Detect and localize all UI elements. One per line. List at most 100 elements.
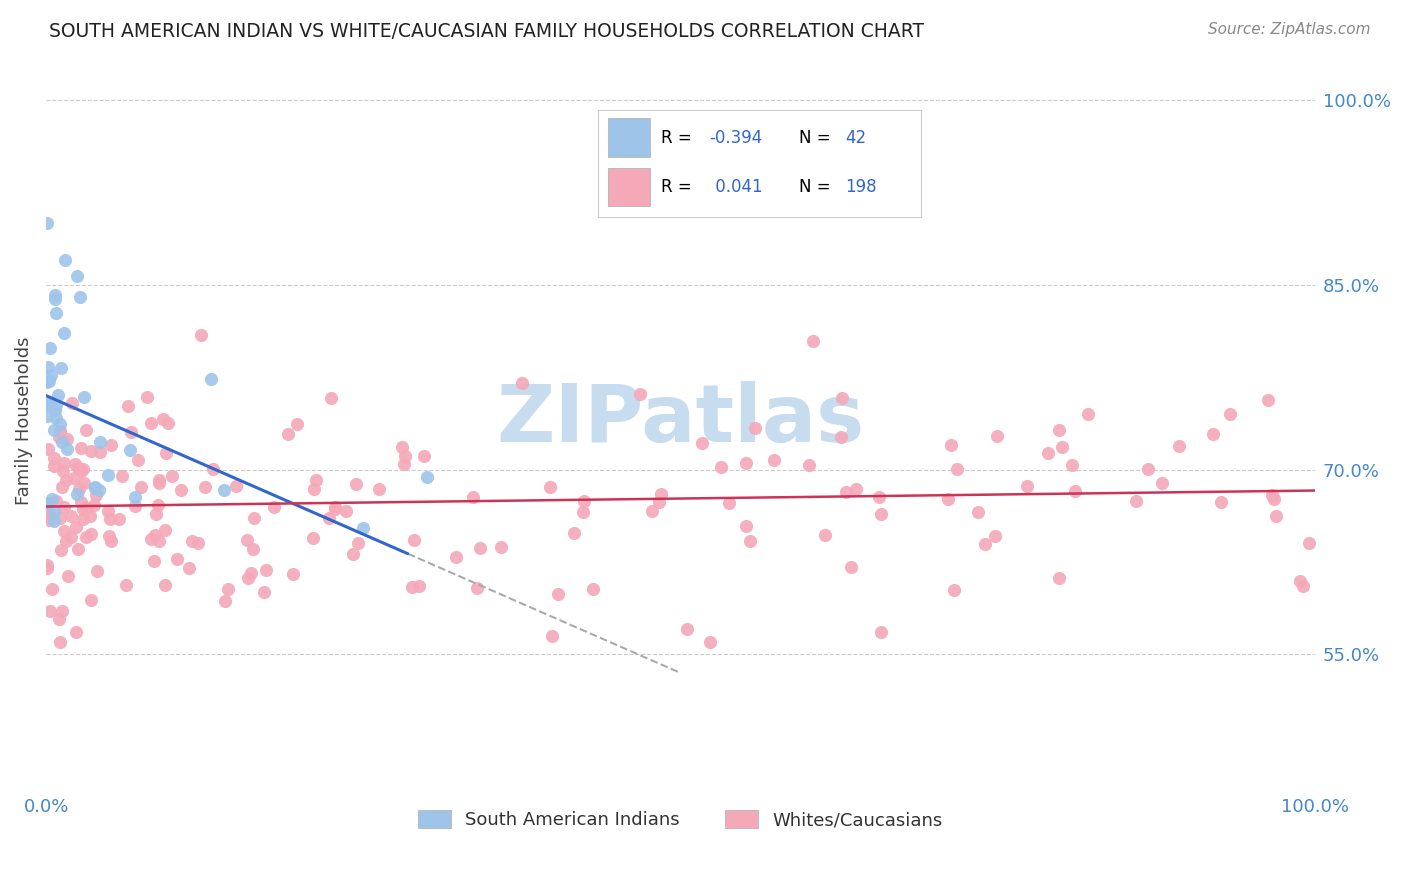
Point — [239, 566, 262, 580]
Point — [70, 495, 93, 509]
Text: ZIPatlas: ZIPatlas — [496, 381, 865, 459]
Point — [943, 583, 966, 598]
Point — [444, 550, 467, 565]
Point — [1060, 458, 1083, 472]
Point — [344, 476, 367, 491]
Point — [72, 462, 94, 476]
Point — [80, 443, 103, 458]
Point — [38, 507, 60, 521]
Point — [52, 464, 75, 478]
Point — [139, 416, 162, 430]
Point — [148, 533, 170, 548]
Point — [1261, 487, 1284, 501]
Point — [146, 498, 169, 512]
Point — [830, 430, 852, 444]
Point — [60, 396, 83, 410]
Point — [69, 464, 91, 478]
Point — [72, 512, 94, 526]
Point — [37, 508, 59, 522]
Point — [412, 449, 434, 463]
Point — [75, 500, 97, 515]
Point — [710, 460, 733, 475]
Point — [129, 480, 152, 494]
Point — [44, 288, 66, 302]
Point — [65, 519, 87, 533]
Point — [342, 547, 364, 561]
Point — [814, 528, 837, 542]
Y-axis label: Family Households: Family Households — [15, 336, 32, 505]
Point — [49, 635, 72, 649]
Point — [641, 504, 664, 518]
Point — [37, 558, 59, 573]
Point — [79, 593, 101, 607]
Point — [187, 536, 209, 550]
Point — [1017, 479, 1039, 493]
Point — [45, 411, 67, 425]
Point — [124, 490, 146, 504]
Point — [281, 567, 304, 582]
Point — [1202, 427, 1225, 442]
Point — [35, 375, 58, 389]
Point — [67, 461, 90, 475]
Point — [44, 403, 66, 417]
Point — [55, 474, 77, 488]
Point — [124, 499, 146, 513]
Point — [52, 326, 75, 340]
Point — [38, 374, 60, 388]
Point — [194, 479, 217, 493]
Point — [936, 492, 959, 507]
Point — [66, 541, 89, 556]
Point — [335, 504, 357, 518]
Point — [148, 473, 170, 487]
Point — [1150, 476, 1173, 491]
Point — [89, 483, 111, 497]
Point — [302, 531, 325, 545]
Point — [100, 438, 122, 452]
Point — [39, 496, 62, 510]
Point — [986, 429, 1008, 443]
Point — [44, 505, 66, 519]
Point — [41, 510, 63, 524]
Point — [1125, 493, 1147, 508]
Point — [155, 445, 177, 459]
Point — [799, 458, 821, 472]
Point — [86, 564, 108, 578]
Point — [49, 361, 72, 376]
Point — [346, 536, 368, 550]
Point — [145, 507, 167, 521]
Point — [277, 427, 299, 442]
Point — [538, 480, 561, 494]
Point — [465, 581, 488, 595]
Point — [235, 533, 257, 547]
Point — [1209, 495, 1232, 509]
Point — [160, 468, 183, 483]
Point — [98, 512, 121, 526]
Point — [49, 543, 72, 558]
Point — [253, 585, 276, 599]
Point — [869, 490, 891, 504]
Point — [38, 513, 60, 527]
Point — [111, 469, 134, 483]
Point — [463, 490, 485, 504]
Point — [38, 398, 60, 412]
Point — [582, 582, 605, 597]
Point — [139, 532, 162, 546]
Point — [1291, 579, 1313, 593]
Point — [394, 449, 416, 463]
Point — [73, 475, 96, 490]
Point — [107, 512, 129, 526]
Point — [69, 290, 91, 304]
Point — [42, 514, 65, 528]
Point — [352, 521, 374, 535]
Text: Source: ZipAtlas.com: Source: ZipAtlas.com — [1208, 22, 1371, 37]
Point — [84, 480, 107, 494]
Point — [170, 483, 193, 497]
Point — [35, 496, 58, 510]
Point — [152, 411, 174, 425]
Point — [44, 292, 66, 306]
Text: SOUTH AMERICAN INDIAN VS WHITE/CAUCASIAN FAMILY HOUSEHOLDS CORRELATION CHART: SOUTH AMERICAN INDIAN VS WHITE/CAUCASIAN… — [49, 22, 924, 41]
Point — [744, 421, 766, 435]
Point — [392, 457, 415, 471]
Point — [56, 442, 79, 457]
Point — [225, 479, 247, 493]
